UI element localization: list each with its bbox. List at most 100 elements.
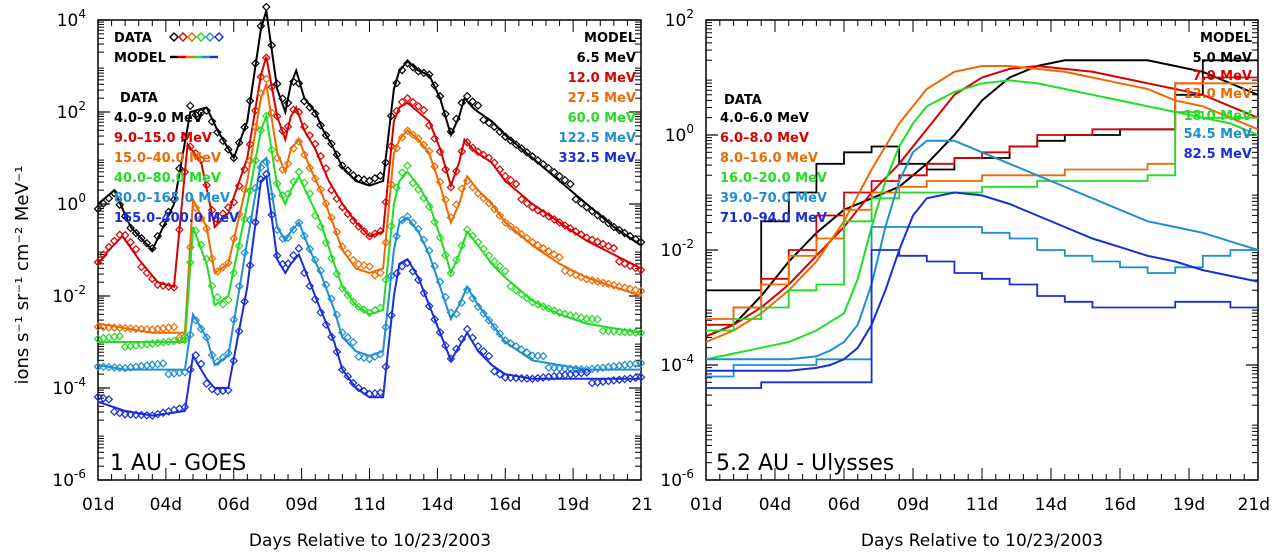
data-point (289, 105, 298, 115)
y-tick-label: 10-4 (52, 375, 86, 399)
y-tick-label: 102 (665, 7, 694, 31)
panel-goes-ticks: 104 102 100 10-2 10-4 10-6 01d 04d 06d 09d 11d 14d 1… (52, 7, 653, 515)
data-point (609, 222, 619, 232)
data-point (299, 231, 309, 241)
data-point (419, 193, 429, 203)
legend-key-data: DATA (114, 31, 152, 46)
data-point (376, 171, 385, 181)
data-point (240, 165, 249, 174)
data-point (468, 293, 478, 303)
ulysses-model-line-6 (706, 191, 1259, 372)
data-point (625, 261, 635, 271)
data-point (267, 210, 277, 220)
data-point (338, 284, 347, 293)
data-point (343, 290, 353, 300)
data-point (93, 322, 103, 332)
ulysses-model-line-4 (705, 79, 1259, 361)
data-point (348, 337, 358, 347)
data-point (506, 222, 516, 231)
data-point (256, 72, 266, 82)
goes-data-label-1: 4.0–9.0 MeV (114, 111, 203, 126)
data-point (517, 373, 526, 383)
x-tick-label: 04d (759, 495, 791, 515)
data-point (305, 103, 315, 112)
data-point (267, 82, 277, 92)
data-point (299, 122, 309, 132)
data-point (636, 265, 646, 275)
data-point (93, 204, 103, 214)
data-point (169, 195, 179, 205)
data-point (234, 209, 244, 219)
data-point (365, 231, 374, 241)
data-point (147, 274, 157, 284)
data-point (332, 227, 342, 237)
data-point (142, 324, 152, 334)
data-point (229, 315, 239, 325)
data-point (528, 351, 537, 360)
data-point (533, 155, 543, 165)
data-point (544, 163, 554, 173)
data-point (441, 250, 450, 260)
data-point (272, 153, 282, 163)
data-point (538, 208, 548, 218)
data-point (511, 373, 521, 383)
data-point (511, 285, 521, 295)
data-point (593, 277, 602, 286)
data-point (571, 227, 581, 236)
data-point (517, 229, 526, 239)
data-point (338, 161, 347, 170)
data-point (414, 101, 423, 111)
data-point (620, 327, 630, 337)
panel-ulysses-ticks: 102 100 10-2 10-4 10-6 01d 04d 06d 09d 11d 14d 16d 1… (660, 7, 1270, 515)
data-point (207, 254, 217, 263)
data-point (582, 314, 592, 324)
data-point (251, 122, 260, 132)
data-point (359, 226, 369, 236)
data-point (104, 395, 114, 404)
data-point (376, 388, 385, 398)
data-point (576, 272, 586, 282)
data-point (202, 254, 211, 264)
data-point (528, 202, 537, 212)
data-point (240, 122, 249, 132)
data-point (213, 292, 222, 302)
data-point (620, 283, 630, 292)
data-point (283, 259, 293, 268)
data-point (636, 358, 646, 368)
data-point (169, 322, 179, 332)
data-point (213, 357, 222, 367)
data-point (414, 275, 423, 285)
data-point (435, 277, 445, 286)
data-point (115, 408, 125, 418)
data-point (321, 280, 331, 290)
data-point (310, 174, 320, 184)
data-point (462, 225, 472, 235)
data-point (386, 271, 396, 281)
data-point (631, 263, 640, 273)
data-point (338, 328, 347, 337)
data-point (104, 362, 114, 372)
ulysses-data-label-4: 16.0–20.0 MeV (720, 171, 827, 186)
data-point (473, 342, 483, 351)
goes-data-points-2 (93, 53, 646, 292)
data-point (310, 211, 320, 221)
data-point (185, 142, 195, 151)
data-point (267, 41, 277, 50)
data-point (538, 302, 548, 311)
data-point (251, 106, 260, 115)
data-point (256, 163, 266, 172)
data-point (267, 145, 277, 155)
data-point (305, 163, 315, 173)
data-point (240, 214, 249, 224)
x-tick-label: 11d (353, 495, 385, 515)
data-point (256, 21, 266, 31)
data-point (104, 242, 114, 252)
ulysses-data-steps-6 (706, 249, 1258, 389)
data-point (479, 346, 488, 356)
data-point (218, 136, 228, 146)
data-point (544, 363, 554, 373)
data-point (310, 255, 320, 265)
data-point (207, 117, 217, 126)
data-point (604, 218, 613, 228)
data-point (376, 349, 385, 359)
